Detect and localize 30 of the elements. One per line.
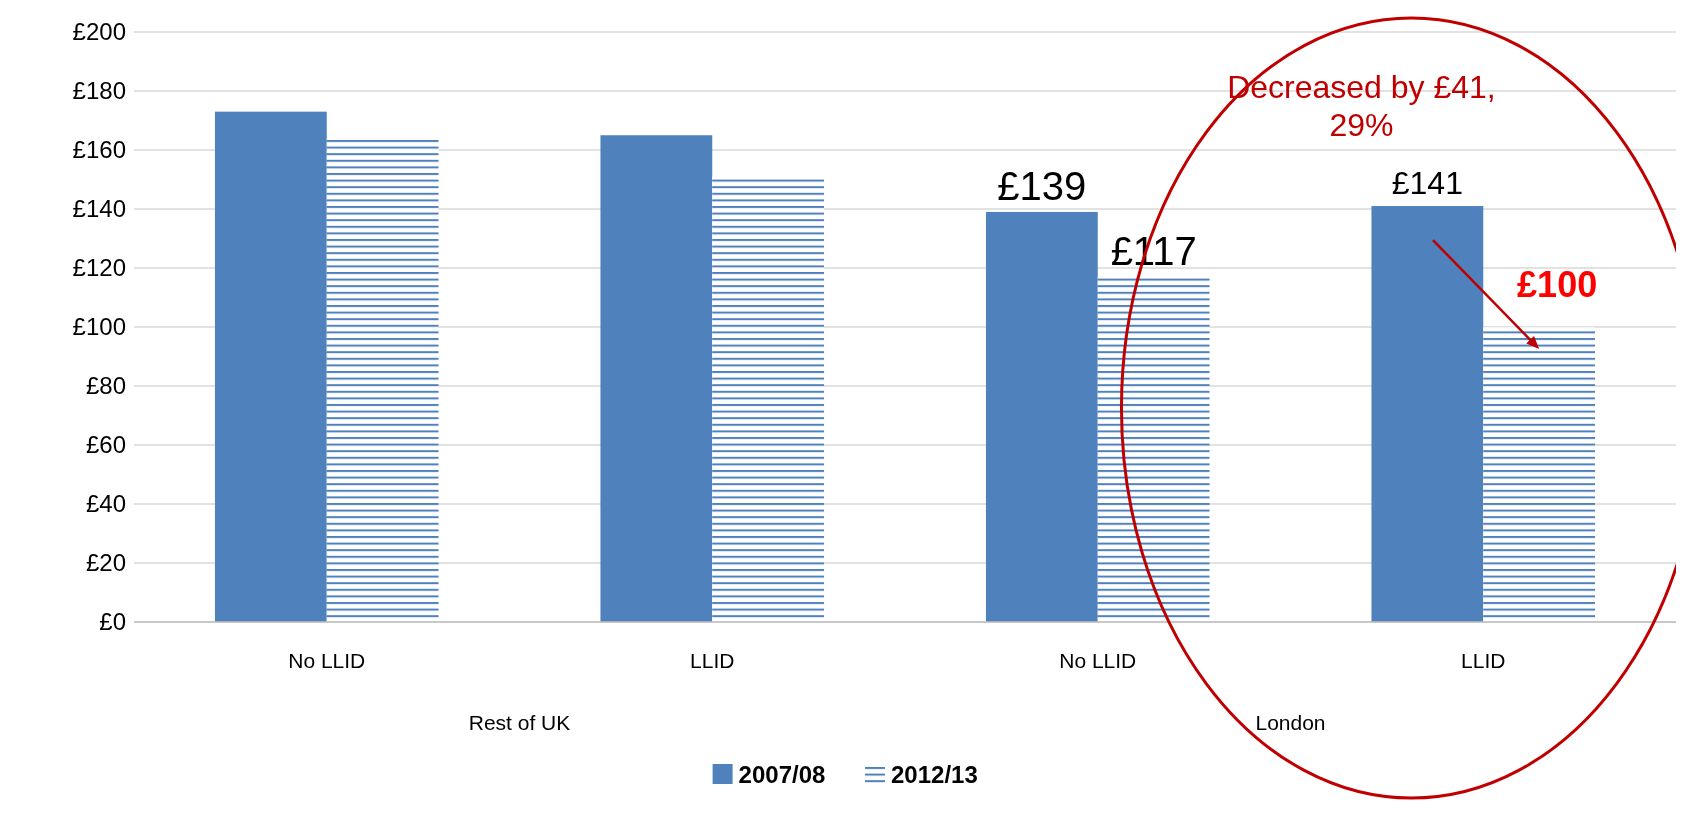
legend-label: 2007/08	[738, 761, 826, 789]
x-tick-label: LLID	[1461, 649, 1506, 672]
x-tick-label: No LLID	[288, 649, 366, 672]
y-tick-label: £20	[85, 549, 126, 577]
bar	[600, 135, 713, 622]
y-tick-label: £60	[85, 431, 126, 459]
x-tick-label: LLID	[690, 649, 735, 672]
y-tick-label: £40	[85, 490, 126, 518]
data-label: £139	[997, 163, 1087, 208]
bar	[1097, 276, 1210, 622]
data-label: £141	[1391, 165, 1463, 202]
bar	[1371, 206, 1484, 622]
y-tick-label: £140	[72, 195, 126, 223]
legend-label: 2012/13	[891, 761, 978, 789]
data-label: £100	[1517, 264, 1598, 305]
bar	[326, 138, 439, 622]
y-tick-label: £120	[72, 254, 126, 282]
bar	[1483, 327, 1596, 622]
y-tick-label: £180	[72, 77, 126, 105]
bar	[214, 111, 327, 622]
text: Rest of UK	[468, 711, 571, 734]
y-tick-label: £80	[85, 372, 126, 400]
y-tick-label: £160	[72, 136, 126, 164]
bar	[985, 211, 1098, 622]
y-tick-label: £100	[72, 313, 126, 341]
text: London	[1255, 711, 1326, 734]
x-tick-label: No LLID	[1059, 649, 1137, 672]
y-tick-label: £0	[99, 608, 126, 636]
y-tick-label: £200	[72, 18, 126, 46]
bar	[712, 176, 825, 622]
